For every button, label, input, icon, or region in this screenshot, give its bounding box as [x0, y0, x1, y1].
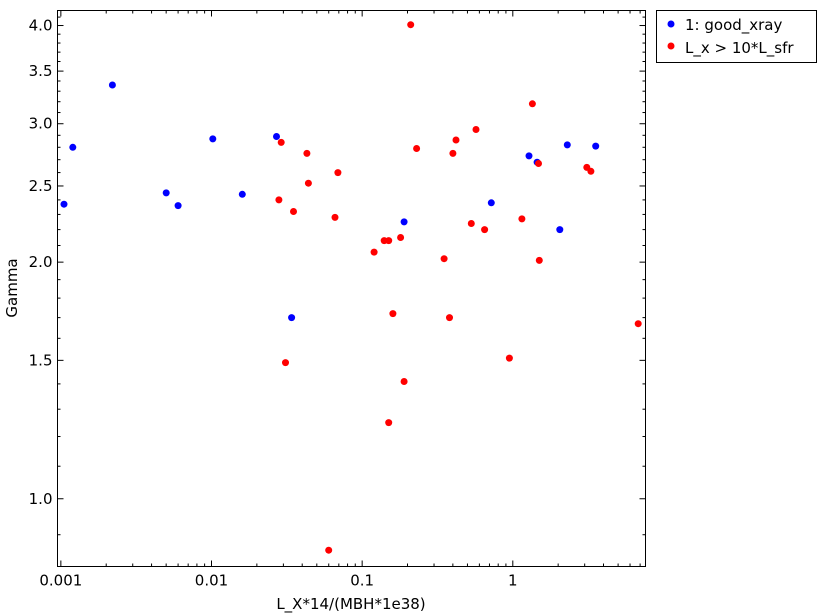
y-tick-label: 3.5 — [29, 62, 53, 80]
y-tick-label: 2.0 — [29, 253, 53, 271]
point-lx-gt-lsfr — [440, 255, 448, 263]
point-lx-gt-lsfr — [505, 354, 513, 362]
point-lx-gt-lsfr — [449, 149, 457, 157]
y-tick-label: 1.0 — [29, 490, 53, 508]
legend-box — [656, 10, 817, 63]
y-axis-label: Gamma — [3, 258, 21, 317]
point-lx-gt-lsfr — [275, 196, 283, 204]
point-lx-gt-lsfr — [528, 100, 536, 108]
x-axis-label: L_X*14/(MBH*1e38) — [276, 595, 425, 614]
x-tick-label: 0.001 — [39, 572, 82, 590]
point-lx-gt-lsfr — [334, 169, 342, 177]
point-good-xray — [209, 135, 217, 143]
point-good-xray — [238, 190, 246, 198]
point-good-xray — [162, 189, 170, 197]
point-good-xray — [400, 218, 408, 226]
point-good-xray — [174, 202, 182, 210]
point-lx-gt-lsfr — [467, 220, 475, 227]
point-lx-gt-lsfr — [397, 234, 405, 241]
point-lx-gt-lsfr — [385, 237, 393, 245]
y-tick-label: 4.0 — [29, 17, 53, 35]
point-lx-gt-lsfr — [481, 226, 489, 234]
point-lx-gt-lsfr — [385, 419, 393, 427]
y-axis-ticks: 1.0 1.5 2.0 2.5 3.0 3.5 4.0 — [29, 17, 646, 508]
point-lx-gt-lsfr — [389, 310, 397, 318]
minor-ticks — [57, 10, 646, 567]
plot-area — [57, 10, 646, 567]
point-lx-gt-lsfr — [325, 546, 333, 554]
point-lx-gt-lsfr — [290, 208, 297, 215]
point-lx-gt-lsfr — [446, 314, 453, 322]
point-good-xray — [108, 81, 116, 89]
data-points — [60, 21, 642, 554]
x-tick-label: 0.1 — [350, 572, 374, 590]
point-lx-gt-lsfr — [331, 213, 339, 221]
x-tick-label: 0.01 — [195, 572, 228, 590]
point-good-xray — [563, 141, 571, 149]
point-lx-gt-lsfr — [452, 136, 460, 144]
legend: 1: good_xray L_x > 10*L_sfr — [656, 10, 817, 63]
point-good-xray — [487, 199, 495, 207]
x-axis-ticks: 0.001 0.01 0.1 1 — [39, 10, 518, 590]
point-good-xray — [592, 142, 600, 150]
point-lx-gt-lsfr — [304, 179, 312, 187]
point-good-xray — [556, 226, 564, 234]
point-good-xray — [60, 200, 68, 208]
point-good-xray — [69, 143, 77, 151]
y-tick-label: 1.5 — [29, 351, 53, 369]
point-good-xray — [288, 314, 296, 322]
point-lx-gt-lsfr — [535, 256, 543, 264]
point-good-xray — [525, 152, 533, 160]
point-lx-gt-lsfr — [282, 359, 289, 367]
point-good-xray — [273, 133, 280, 140]
x-tick-label: 1 — [508, 572, 518, 590]
point-lx-gt-lsfr — [634, 320, 642, 328]
y-tick-label: 3.0 — [29, 115, 53, 133]
point-lx-gt-lsfr — [303, 149, 311, 157]
point-lx-gt-lsfr — [535, 160, 542, 167]
y-tick-label: 2.5 — [29, 177, 53, 195]
point-lx-gt-lsfr — [370, 248, 378, 256]
legend-marker-good-xray — [667, 20, 675, 28]
legend-label-lx-gt-lsfr: L_x > 10*L_sfr — [685, 39, 794, 58]
point-lx-gt-lsfr — [407, 21, 415, 29]
point-lx-gt-lsfr — [277, 138, 285, 146]
legend-marker-lx-gt-lsfr — [667, 42, 675, 50]
point-lx-gt-lsfr — [413, 145, 421, 152]
legend-label-good-xray: 1: good_xray — [685, 16, 782, 35]
point-lx-gt-lsfr — [400, 378, 408, 385]
point-lx-gt-lsfr — [472, 126, 480, 133]
point-lx-gt-lsfr — [587, 167, 595, 175]
point-lx-gt-lsfr — [518, 215, 526, 223]
